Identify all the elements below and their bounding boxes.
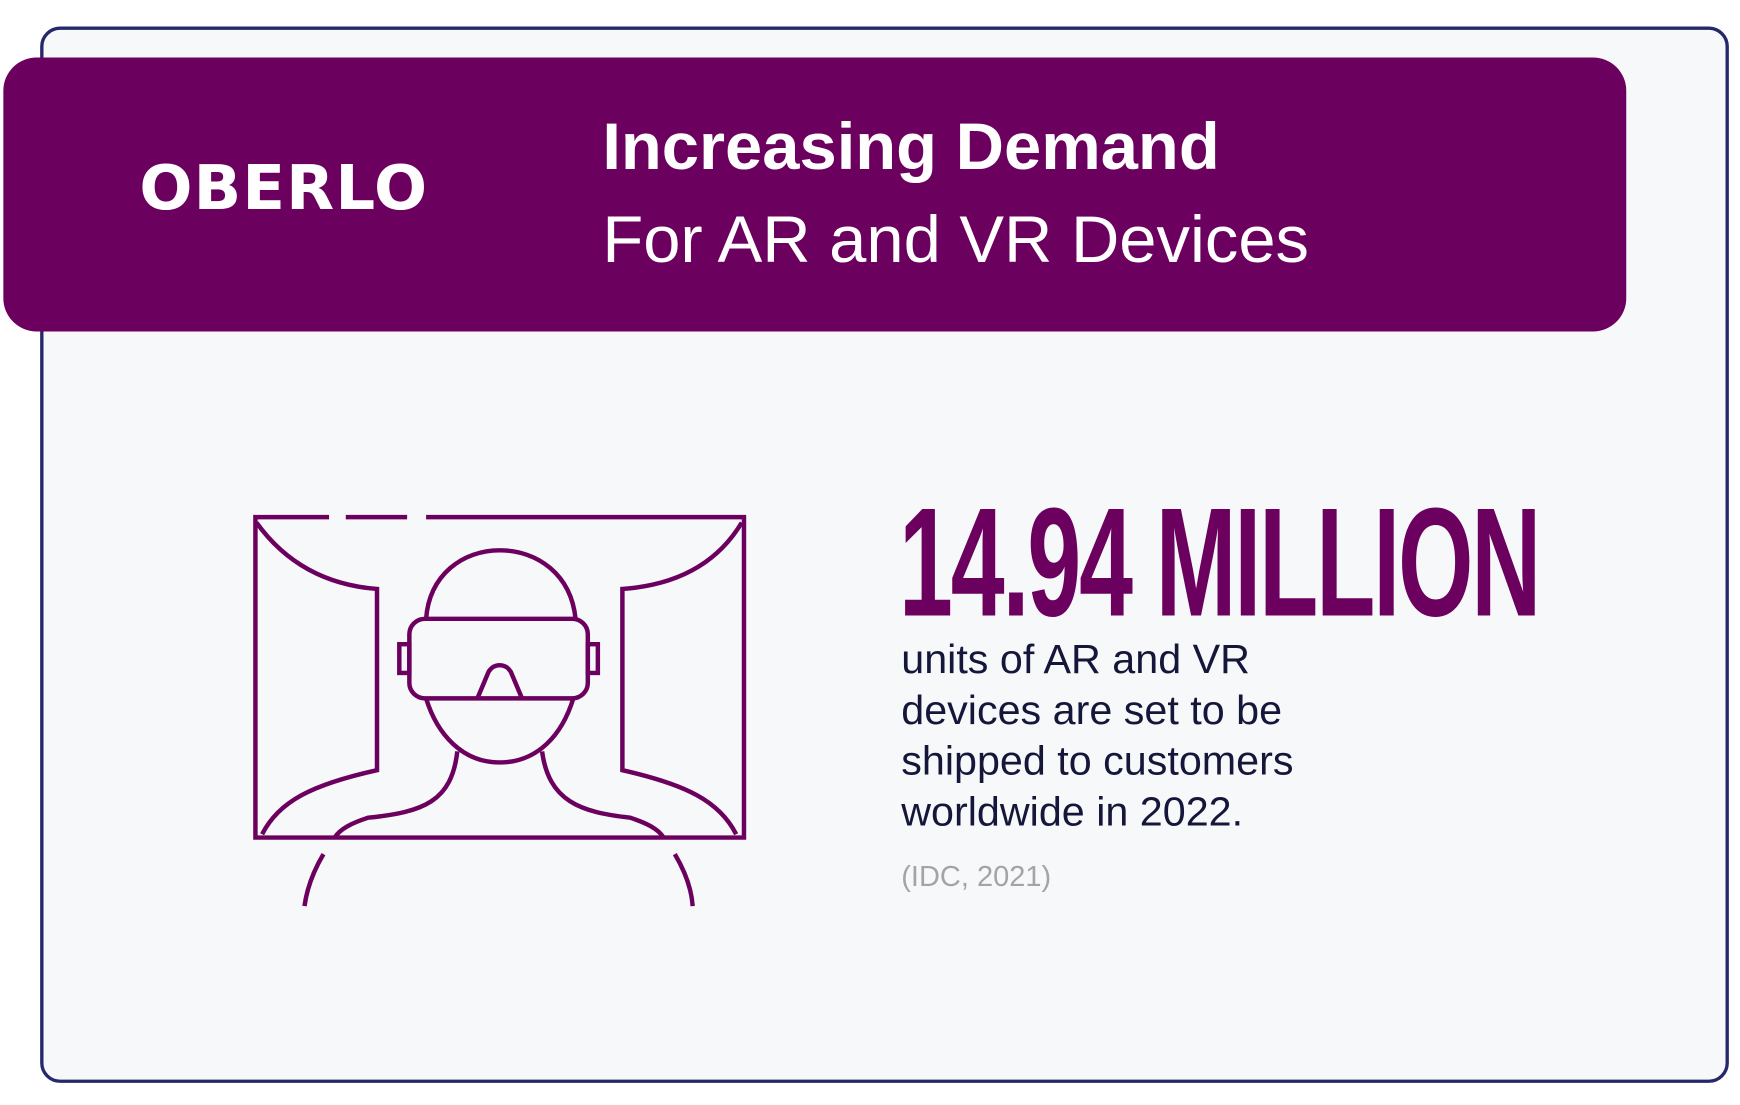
title-line-2: For AR and VR Devices — [602, 202, 1310, 277]
stat-source: (IDC, 2021) — [901, 859, 1052, 893]
vr-headset-person-icon — [253, 514, 747, 907]
oberlo-logo: OBERLO — [139, 152, 429, 225]
header-banner — [3, 57, 1627, 332]
title-line-1: Increasing Demand — [602, 109, 1220, 184]
stat-value: 14.94 MILLION — [899, 475, 1541, 649]
stat-description: units of AR and VR devices are set to be… — [901, 636, 1294, 835]
